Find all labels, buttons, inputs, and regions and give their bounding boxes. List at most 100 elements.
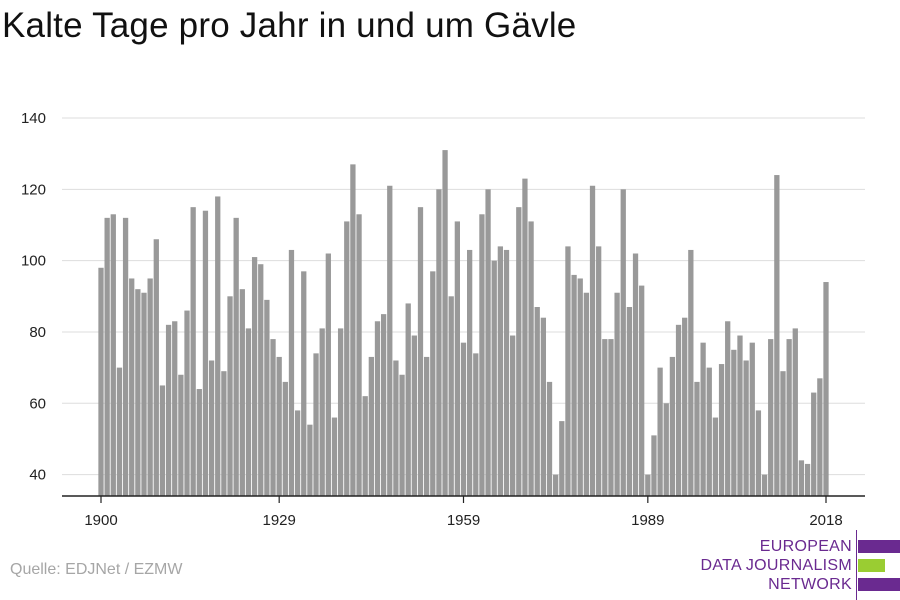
- bar: [589, 185, 596, 497]
- bar: [423, 356, 430, 496]
- bar: [817, 378, 823, 496]
- bar: [411, 335, 417, 496]
- bar: [202, 210, 209, 496]
- bar: [639, 285, 645, 496]
- bar: [251, 257, 258, 496]
- bar: [344, 221, 350, 496]
- bar: [657, 367, 663, 496]
- edjnet-logo[interactable]: EUROPEAN DATA JOURNALISM NETWORK: [700, 530, 900, 600]
- bar: [147, 278, 153, 496]
- bar: [786, 339, 792, 496]
- bar: [307, 424, 313, 496]
- y-tick-label: 140: [21, 110, 46, 127]
- bar: [460, 342, 467, 496]
- bar: [190, 207, 196, 496]
- bar: [282, 381, 288, 496]
- bar: [700, 342, 706, 496]
- bar: [380, 314, 387, 496]
- bar: [301, 271, 307, 496]
- bar: [706, 367, 712, 496]
- bar: [405, 303, 411, 496]
- bar: [749, 342, 755, 496]
- bar: [491, 260, 497, 496]
- logo-bar-bottom: [858, 578, 900, 591]
- bar: [227, 296, 233, 496]
- logo-bar-middle: [858, 559, 885, 572]
- logo-line-1: EUROPEAN: [759, 538, 852, 555]
- bar: [546, 381, 553, 496]
- bar: [559, 421, 565, 496]
- bar: [780, 371, 786, 496]
- bar: [356, 214, 362, 496]
- y-tick-label: 120: [21, 181, 46, 198]
- bar: [319, 328, 325, 496]
- bar: [804, 463, 811, 496]
- x-tick-label: 2018: [809, 512, 842, 529]
- bar: [725, 321, 731, 496]
- bar: [368, 356, 374, 496]
- bar: [337, 328, 344, 496]
- bar: [116, 367, 123, 496]
- bar: [761, 474, 768, 496]
- bar: [276, 356, 282, 496]
- bar: [577, 278, 583, 496]
- bar: [792, 328, 798, 496]
- bar: [387, 185, 393, 497]
- bar: [718, 364, 725, 496]
- bar: [129, 278, 135, 496]
- bar: [473, 353, 479, 496]
- bar: [620, 189, 626, 497]
- bar: [98, 267, 104, 496]
- bar: [331, 417, 338, 496]
- source-note: Quelle: EDJNet / EZMW: [10, 561, 183, 578]
- bar: [534, 307, 540, 496]
- bar: [288, 249, 295, 496]
- bar: [245, 328, 252, 496]
- bar: [823, 282, 829, 496]
- bar: [497, 246, 504, 496]
- bar: [510, 335, 516, 496]
- y-tick-label: 80: [29, 324, 46, 341]
- bar: [737, 335, 743, 496]
- chart-title: Kalte Tage pro Jahr in und um Gävle: [2, 6, 577, 45]
- bar: [417, 207, 424, 496]
- bar: [663, 403, 669, 496]
- bar: [479, 214, 485, 496]
- bar: [184, 310, 190, 496]
- bar: [448, 296, 454, 496]
- bar: [165, 324, 172, 496]
- bar: [731, 349, 737, 496]
- y-tick-label: 60: [29, 395, 46, 412]
- bar: [239, 289, 245, 496]
- x-tick-label: 1959: [447, 512, 480, 529]
- logo-divider: [856, 530, 857, 600]
- bar: [264, 299, 270, 496]
- bar: [645, 474, 651, 496]
- bar: [122, 217, 129, 496]
- bar: [632, 253, 639, 496]
- bar: [565, 246, 571, 496]
- bar: [233, 217, 239, 496]
- bar: [485, 189, 491, 497]
- bar: [614, 292, 620, 496]
- bar: [430, 271, 436, 496]
- bar: [608, 339, 614, 496]
- logo-line-2: DATA JOURNALISM: [700, 557, 852, 574]
- bar: [675, 324, 682, 496]
- bar: [399, 374, 405, 496]
- bar: [811, 392, 817, 496]
- bar: [110, 214, 116, 496]
- bar: [313, 353, 319, 496]
- bar: [196, 389, 202, 496]
- y-tick-label: 40: [29, 467, 46, 484]
- logo-line-3: NETWORK: [768, 576, 852, 593]
- bar: [798, 460, 805, 496]
- bar: [104, 217, 110, 496]
- bar: [516, 207, 522, 496]
- x-tick-label: 1900: [84, 512, 117, 529]
- bar: [503, 249, 510, 496]
- bar: [626, 307, 633, 496]
- bar: [172, 321, 178, 496]
- bar: [135, 289, 141, 496]
